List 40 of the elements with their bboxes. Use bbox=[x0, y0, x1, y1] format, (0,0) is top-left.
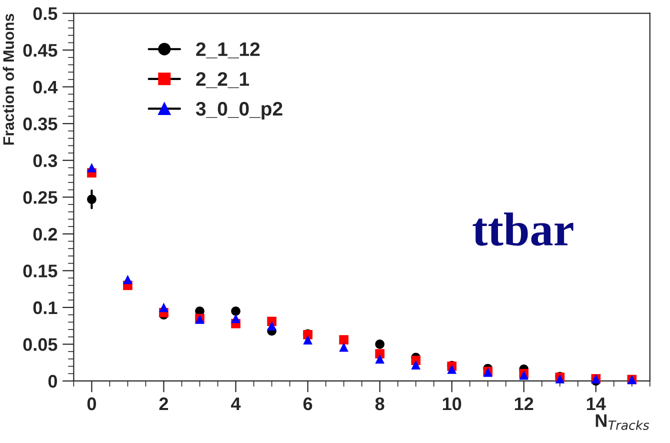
legend-label: 3_0_0_p2 bbox=[196, 102, 282, 120]
point bbox=[87, 194, 96, 204]
point bbox=[159, 302, 168, 312]
y-tick-label: 0.05 bbox=[23, 338, 58, 351]
x-tick-label: 2 bbox=[159, 397, 168, 410]
point bbox=[375, 340, 384, 349]
x-tick-label: 14 bbox=[586, 398, 606, 410]
y-tick-label: 0.25 bbox=[23, 191, 58, 204]
y-axis-title: Fraction of Muons bbox=[2, 14, 14, 145]
point bbox=[339, 335, 348, 344]
point bbox=[123, 274, 132, 284]
x-tick-label: 6 bbox=[303, 397, 312, 410]
point bbox=[267, 321, 276, 330]
y-tick-label: 0.45 bbox=[23, 44, 58, 57]
x-tick-label: 0 bbox=[87, 397, 96, 410]
x-axis-title: N$_{Tracks}$ bbox=[596, 414, 650, 430]
x-tick-label: 10 bbox=[442, 397, 462, 410]
point bbox=[375, 349, 384, 358]
annotation: ttbar bbox=[472, 212, 574, 246]
x-tick-label: 4 bbox=[231, 398, 241, 410]
point bbox=[339, 342, 348, 352]
point bbox=[447, 364, 456, 374]
point bbox=[375, 354, 384, 364]
y-tick-label: 0.2 bbox=[33, 228, 58, 241]
y-tick-label: 0 bbox=[48, 374, 57, 388]
y-tick-label: 0.4 bbox=[33, 80, 58, 94]
point bbox=[231, 314, 240, 324]
legend-label: 2_2_1 bbox=[196, 72, 250, 88]
point bbox=[411, 360, 420, 370]
legend-label: 2_1_12 bbox=[196, 42, 260, 58]
point bbox=[303, 335, 312, 344]
y-tick-label: 0.5 bbox=[33, 7, 58, 20]
y-tick-label: 0.35 bbox=[23, 118, 58, 130]
y-tick-label: 0.1 bbox=[33, 301, 58, 314]
y-tick-label: 0.3 bbox=[33, 154, 58, 168]
x-tick-label: 12 bbox=[514, 397, 534, 410]
x-tick-label: 8 bbox=[375, 397, 384, 410]
point bbox=[231, 306, 240, 316]
point bbox=[87, 163, 96, 172]
y-tick-label: 0.15 bbox=[23, 264, 58, 278]
